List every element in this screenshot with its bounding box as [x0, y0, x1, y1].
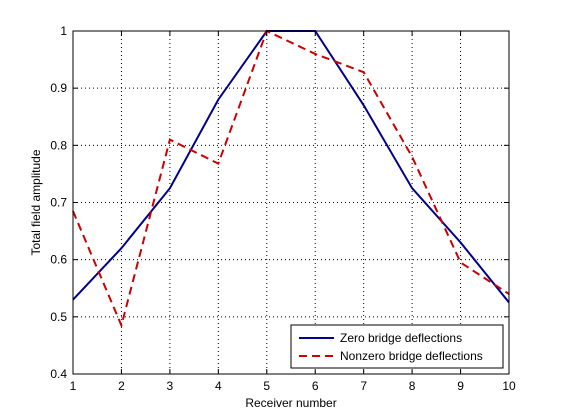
legend: Zero bridge deflections Nonzero bridge d…	[290, 324, 504, 369]
y-axis-label: Total field amplitude	[29, 149, 43, 255]
y-tick-label-0_4: 0.4	[50, 367, 67, 381]
series-line-1	[72, 29, 510, 329]
x-tick-label-3: 3	[167, 379, 174, 393]
x-tick-label-9: 9	[457, 379, 464, 393]
legend-label-zero-bridge: Zero bridge deflections	[340, 331, 462, 345]
x-tick-label-5: 5	[263, 379, 270, 393]
y-tick-label-0_9: 0.9	[50, 81, 67, 95]
x-tick-label-10: 10	[502, 379, 516, 393]
x-tick-label-6: 6	[312, 379, 319, 393]
x-tick-label-7: 7	[360, 379, 367, 393]
x-tick-label-4: 4	[215, 379, 222, 393]
legend-box	[290, 324, 504, 369]
x-tick-label-2: 2	[118, 379, 125, 393]
plot-frame	[72, 30, 510, 375]
y-tick-label-0_8: 0.8	[50, 138, 67, 152]
ticks: 1 2 3 4 5 6 7 8 9 10 0.4 0.5 0.6 0.7 0.8 0.9 1	[50, 24, 516, 393]
y-tick-label-0_6: 0.6	[50, 253, 67, 267]
x-tick-label-8: 8	[409, 379, 416, 393]
series-layer	[72, 29, 510, 329]
x-axis-label: Receiver number	[245, 396, 336, 410]
x-tick-label-1: 1	[70, 379, 77, 393]
grid	[73, 31, 509, 374]
y-tick-label-0_7: 0.7	[50, 196, 67, 210]
y-tick-label-1: 1	[60, 24, 67, 38]
y-tick-label-0_5: 0.5	[50, 310, 67, 324]
legend-label-nonzero-bridge: Nonzero bridge deflections	[340, 349, 483, 363]
